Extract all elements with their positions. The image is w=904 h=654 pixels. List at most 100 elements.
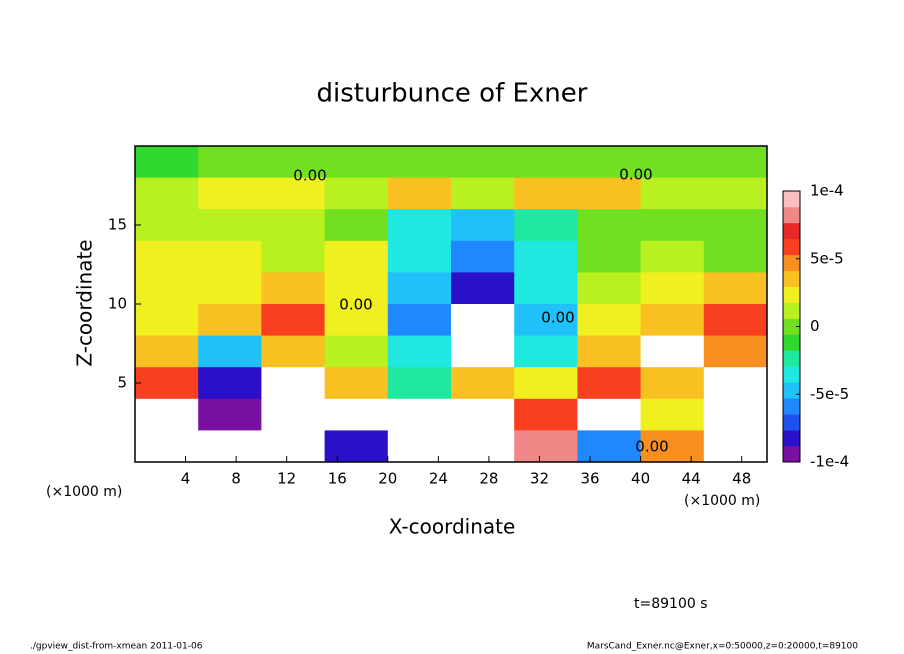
field-cell (198, 209, 262, 242)
x-tick-label: 44 (682, 470, 701, 488)
contour-label: 0.00 (619, 166, 652, 184)
field-cell (640, 367, 705, 400)
field-cell (387, 272, 452, 305)
field-cell (261, 335, 326, 368)
field-cell (135, 146, 199, 179)
x-tick-label: 24 (429, 470, 448, 488)
colorbar-swatch (783, 414, 800, 431)
field-cell (261, 240, 326, 273)
field-cell (451, 177, 515, 210)
field-cell (640, 398, 705, 431)
field-cell (261, 367, 326, 400)
field-cell (451, 240, 515, 273)
y-tick-label: 5 (117, 374, 127, 392)
colorbar-swatch (783, 398, 800, 415)
field-cell (514, 146, 578, 179)
field-cell (198, 398, 262, 431)
unit-label: (×1000 m) (684, 493, 760, 509)
colorbar-swatch (783, 382, 800, 399)
colorbar-swatch (783, 446, 800, 463)
field-cell (577, 304, 642, 337)
x-tick-label: 4 (181, 470, 191, 488)
x-tick-label: 40 (631, 470, 650, 488)
field-cell (135, 272, 199, 305)
field-cell (451, 146, 515, 179)
field-cell (198, 146, 262, 179)
colorbar-tick-label: -1e-4 (810, 453, 849, 471)
colorbar-swatch (783, 206, 800, 224)
colorbar-swatch (783, 334, 800, 351)
field-cell (577, 209, 642, 242)
field-cell (451, 304, 515, 337)
field-cell (387, 177, 452, 210)
colorbar-swatch (783, 286, 800, 303)
x-tick-label: 48 (732, 470, 751, 488)
colorbar-swatch (783, 222, 800, 240)
field-cell (577, 146, 642, 179)
y-axis-label: Z-coordinate (73, 239, 97, 366)
contour-label: 0.00 (541, 309, 574, 327)
field-cell (135, 430, 199, 463)
colorbar-swatch (783, 191, 800, 208)
colorbar-swatch (783, 430, 800, 447)
field-cell (514, 335, 578, 368)
colorbar-swatch (783, 238, 800, 256)
x-tick-label: 32 (530, 470, 549, 488)
field-cell (135, 367, 199, 400)
field-cell (577, 272, 642, 305)
field-cell (577, 430, 642, 463)
field-cell (703, 209, 768, 242)
field-cell (324, 177, 389, 210)
field-cell (387, 146, 452, 179)
field-cell (261, 209, 326, 242)
field-cell (198, 272, 262, 305)
colorbar-tick-label: 5e-5 (810, 249, 844, 267)
field-cell (703, 335, 768, 368)
footer-right: MarsCand_Exner.nc@Exner,x=0:50000,z=0:20… (587, 642, 858, 652)
colorbar-swatch (783, 366, 800, 383)
field-cell (703, 146, 768, 179)
field-cell (324, 304, 389, 337)
field-cell (640, 146, 705, 179)
field-cell (577, 240, 642, 273)
x-tick-label: 16 (328, 470, 347, 488)
field-cell (324, 367, 389, 400)
field-cell (640, 430, 705, 463)
field-cell (261, 304, 326, 337)
field-cell (640, 240, 705, 273)
field-cell (324, 335, 389, 368)
field-cell (640, 177, 705, 210)
field-cell (514, 430, 578, 463)
field-cell (387, 430, 452, 463)
field-cell (324, 209, 389, 242)
colorbar-tick-label: 1e-4 (810, 182, 844, 200)
x-tick-label: 36 (580, 470, 599, 488)
field-cell (261, 272, 326, 305)
field-cell (135, 335, 199, 368)
x-tick-label: 8 (231, 470, 241, 488)
field-cell (135, 209, 199, 242)
field-cell (514, 177, 578, 210)
field-cell (577, 367, 642, 400)
field-cell (198, 430, 262, 463)
field-cell (135, 177, 199, 210)
unit-label: (×1000 m) (46, 484, 122, 500)
field-cell (324, 146, 389, 179)
field-cell (451, 209, 515, 242)
field-cell (261, 146, 326, 179)
field-cell (703, 398, 768, 431)
field-cell (514, 304, 578, 337)
field-cell (387, 209, 452, 242)
field-cell (640, 272, 705, 305)
field-cell (135, 304, 199, 337)
field-cell (514, 367, 578, 400)
field-cell (198, 304, 262, 337)
field-cell (703, 240, 768, 273)
contour-label: 0.00 (293, 167, 326, 185)
field-cell (451, 430, 515, 463)
field-cell (198, 335, 262, 368)
field-cell (387, 240, 452, 273)
colorbar-swatch (783, 318, 800, 335)
colorbar-tick-label: 0 (810, 317, 820, 335)
